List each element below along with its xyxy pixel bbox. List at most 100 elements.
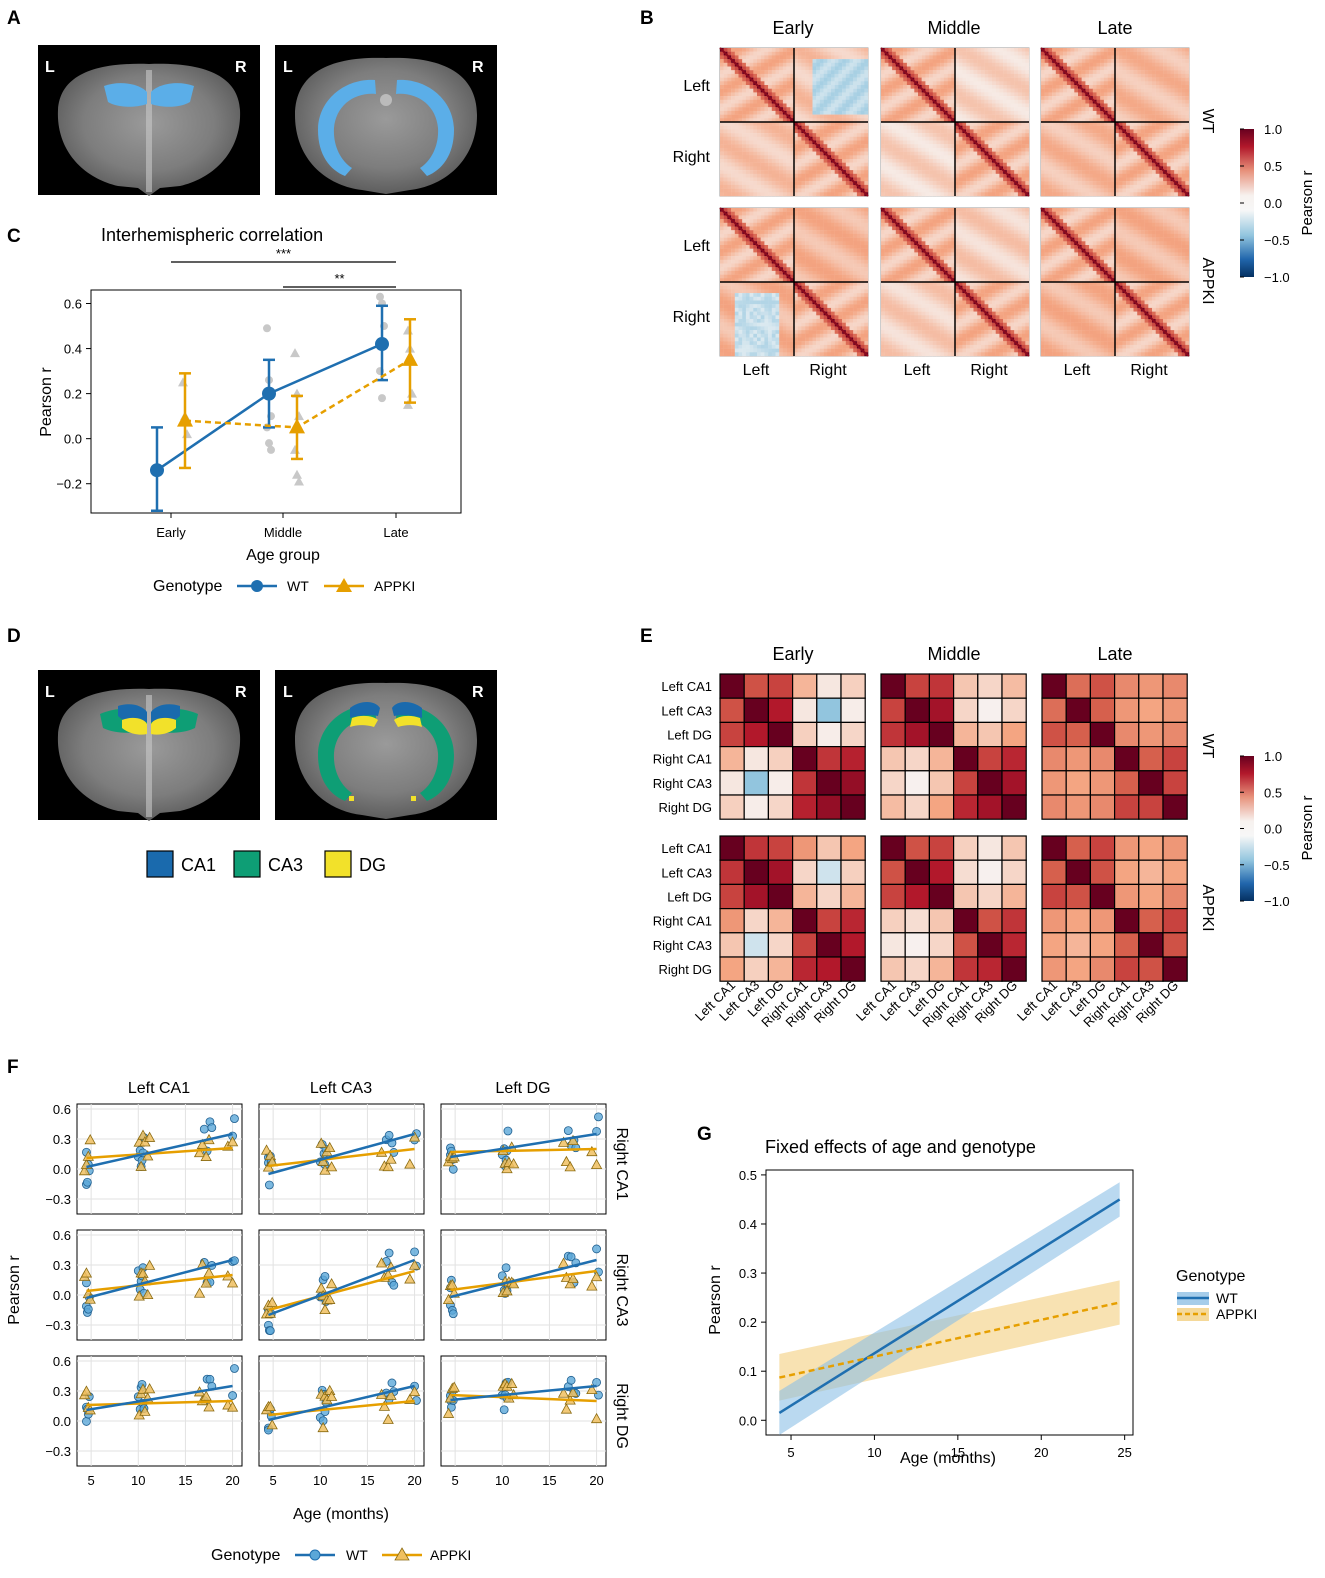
matrix-cell: [910, 144, 915, 149]
matrix-cell: [995, 140, 1000, 145]
matrix-cell: [734, 88, 739, 93]
matrix-cell: [999, 59, 1004, 63]
matrix-cell: [958, 184, 963, 189]
matrix-cell: [1140, 59, 1145, 63]
matrix-cell: [1163, 188, 1167, 193]
matrix-cell: [1055, 181, 1060, 186]
matrix-cell: [951, 155, 956, 160]
matrix-cell: [925, 155, 930, 160]
matrix-cell: [734, 133, 739, 137]
matrix-cell: [1021, 85, 1026, 89]
matrix-cell: [1152, 59, 1156, 63]
matrix-cell: [1070, 159, 1075, 163]
matrix-cell: [1014, 177, 1019, 182]
matrix-cell: [779, 85, 784, 89]
matrix-cell: [775, 215, 780, 220]
matrix-cell: [899, 85, 904, 89]
matrix-cell: [1140, 129, 1145, 134]
matrix-cell: [845, 166, 850, 171]
matrix-cell: [827, 147, 832, 152]
matrix-cell: [775, 192, 780, 197]
matrix-cell: [958, 85, 963, 89]
matrix-cell: [958, 147, 963, 152]
matrix-cell: [925, 188, 930, 193]
matrix-cell: [753, 211, 758, 216]
matrix-cell: [1085, 166, 1090, 171]
matrix-cell: [1021, 170, 1026, 174]
matrix-cell: [918, 81, 922, 86]
matrix-cell: [1025, 110, 1030, 115]
matrix-cell: [771, 48, 776, 52]
matrix-cell: [940, 110, 945, 115]
matrix-cell: [738, 192, 743, 197]
matrix-cell: [1010, 66, 1015, 71]
matrix-cell: [925, 110, 930, 115]
matrix-cell: [1096, 73, 1101, 78]
matrix-cell: [1170, 99, 1175, 104]
matrix-cell: [723, 144, 728, 149]
matrix-cell: [816, 77, 821, 82]
matrix-cell: [1074, 48, 1079, 52]
matrix-cell: [738, 118, 743, 123]
matrix-cell: [1055, 55, 1060, 60]
matrix-cell: [1025, 133, 1030, 137]
matrix-cell: [966, 125, 970, 130]
matrix-cell: [853, 133, 858, 137]
matrix-cell: [1017, 125, 1022, 130]
matrix-cell: [1185, 99, 1190, 104]
matrix-cell: [1140, 48, 1145, 52]
matrix-cell: [1126, 159, 1130, 163]
matrix-cell: [1177, 55, 1182, 60]
matrix-cell: [1137, 103, 1142, 108]
matrix-cell: [819, 110, 824, 115]
matrix-cell: [1107, 118, 1112, 123]
matrix-cell: [932, 147, 937, 152]
matrix-cell: [768, 129, 772, 134]
matrix-cell: [1148, 151, 1153, 156]
matrix-cell: [1078, 166, 1082, 171]
matrix-cell: [742, 136, 747, 141]
matrix-cell: [749, 159, 754, 163]
matrix-cell: [827, 208, 832, 212]
matrix-cell: [764, 215, 769, 220]
matrix-cell: [808, 88, 813, 93]
matrix-cell: [999, 107, 1004, 112]
matrix-cell: [1163, 122, 1167, 126]
matrix-cell: [1066, 147, 1071, 152]
matrix-cell: [849, 59, 854, 63]
matrix-cell: [1055, 81, 1060, 86]
matrix-cell: [958, 151, 963, 156]
matrix-cell: [881, 125, 885, 130]
matrix-cell: [955, 144, 959, 149]
matrix-cell: [980, 103, 985, 108]
matrix-cell: [819, 208, 824, 212]
matrix-cell: [775, 85, 780, 89]
matrix-cell: [1126, 81, 1130, 86]
matrix-cell: [1070, 133, 1075, 137]
matrix-cell: [797, 88, 802, 93]
matrix-cell: [884, 184, 889, 189]
matrix-cell: [958, 192, 963, 197]
matrix-cell: [816, 81, 821, 86]
matrix-cell: [1177, 114, 1182, 119]
matrix-cell: [764, 122, 769, 126]
matrix-cell: [969, 99, 974, 104]
matrix-cell: [816, 181, 821, 186]
matrix-cell: [969, 151, 974, 156]
matrix-cell: [1063, 118, 1068, 123]
matrix-cell: [1133, 88, 1138, 93]
matrix-cell: [1059, 144, 1064, 149]
matrix-cell: [816, 99, 821, 104]
matrix-cell: [864, 114, 869, 119]
matrix-cell: [764, 208, 769, 212]
matrix-cell: [812, 166, 817, 171]
matrix-cell: [925, 184, 930, 189]
matrix-cell: [1118, 81, 1123, 86]
matrix-cell: [808, 215, 813, 220]
matrix-cell: [823, 48, 828, 52]
matrix-cell: [936, 66, 941, 71]
matrix-cell: [999, 73, 1004, 78]
matrix-cell: [842, 92, 846, 97]
matrix-cell: [980, 129, 985, 134]
matrix-cell: [849, 162, 854, 167]
